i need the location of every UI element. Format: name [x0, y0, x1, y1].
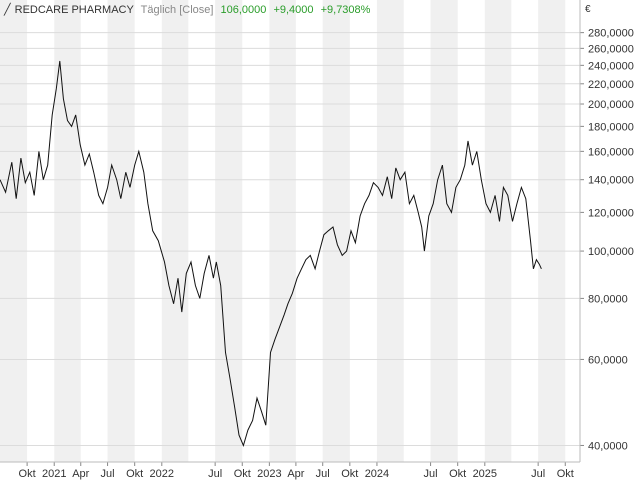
x-tick-label: Okt: [234, 468, 251, 480]
last-price: 106,0000: [220, 4, 267, 16]
x-tick-label: Okt: [341, 468, 358, 480]
y-tick-label: 180,0000: [588, 121, 634, 133]
chart-type-icon: ╱: [4, 4, 11, 16]
y-tick-label: 60,0000: [588, 354, 628, 366]
interval-label: Täglich [Close]: [140, 4, 214, 16]
quarter-band: [484, 0, 512, 462]
y-tick-label: 260,0000: [588, 43, 634, 55]
y-tick-label: 80,0000: [588, 293, 628, 305]
chart-background-bands: [0, 0, 566, 462]
quarter-band: [430, 0, 458, 462]
chart-header: ╱ REDCARE PHARMACY Täglich [Close] 106,00…: [4, 3, 374, 16]
quarter-band: [215, 0, 243, 462]
quarter-band: [107, 0, 135, 462]
x-tick-label: 2023: [257, 468, 281, 480]
instrument-title: REDCARE PHARMACY: [14, 4, 134, 16]
chart-gridlines: [0, 32, 580, 446]
x-tick-label: 2024: [365, 468, 389, 480]
y-axis: 40,0000 60,0000 80,0000 100,0000 120,0000 140…: [580, 28, 634, 452]
x-tick-label: Okt: [19, 468, 36, 480]
quarter-band: [538, 0, 566, 462]
y-tick-label: 200,0000: [588, 99, 634, 111]
x-tick-label: Okt: [126, 468, 143, 480]
x-tick-label: Jul: [424, 468, 438, 480]
quarter-band: [54, 0, 81, 462]
quarter-band: [269, 0, 296, 462]
y-tick-label: 120,0000: [588, 207, 634, 219]
quarter-band: [0, 0, 28, 462]
x-tick-label: Jul: [101, 468, 115, 480]
x-tick-label: Apr: [72, 468, 89, 480]
quarter-band: [322, 0, 350, 462]
price-series-line: [0, 60, 542, 447]
price-change-percent: +9,7308%: [320, 4, 371, 16]
x-tick-label: Jul: [208, 468, 222, 480]
y-tick-label: 160,0000: [588, 146, 634, 158]
y-tick-label: 240,0000: [588, 60, 634, 72]
y-tick-label: 100,0000: [588, 246, 634, 258]
price-change: +9,4000: [273, 4, 314, 16]
quarter-band: [376, 0, 404, 462]
y-tick-label: 40,0000: [588, 440, 628, 452]
y-tick-label: 280,0000: [588, 28, 634, 40]
x-tick-label: 2022: [150, 468, 174, 480]
y-tick-label: 220,0000: [588, 79, 634, 91]
x-tick-label: Apr: [287, 468, 304, 480]
x-tick-label: Jul: [531, 468, 545, 480]
x-tick-label: Okt: [557, 468, 574, 480]
x-tick-label: 2025: [473, 468, 497, 480]
currency-symbol: €: [585, 4, 591, 15]
y-tick-label: 140,0000: [588, 175, 634, 187]
x-tick-label: Okt: [449, 468, 466, 480]
x-axis: Okt 2021 Apr Jul Okt 2022 Jul Okt 2023 Apr Jul Okt 2…: [19, 462, 574, 480]
quarter-band: [161, 0, 189, 462]
x-tick-label: Jul: [316, 468, 330, 480]
x-tick-label: 2021: [42, 468, 66, 480]
